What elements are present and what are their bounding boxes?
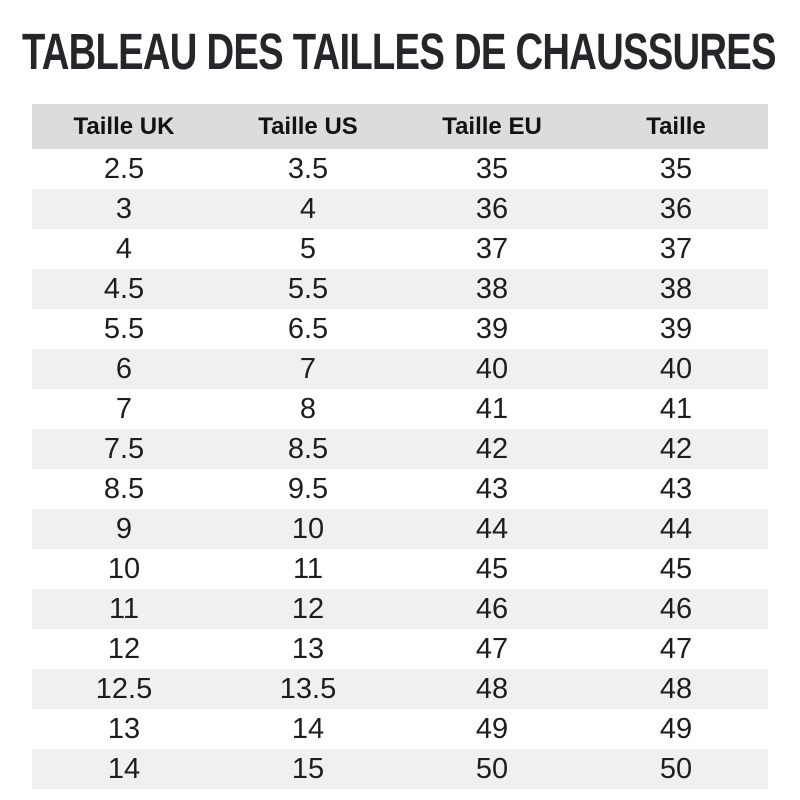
table-cell: 5.5 [216,269,400,309]
table-cell: 42 [400,429,584,469]
table-row: 11 12 46 46 [32,589,768,629]
table-row: 12 13 47 47 [32,629,768,669]
table-cell: 41 [584,389,768,429]
table-cell: 3 [32,189,216,229]
table-cell: 4 [216,189,400,229]
table-cell: 2.5 [32,149,216,189]
header-cell-taille-uk: Taille UK [32,104,216,149]
table-cell: 35 [584,149,768,189]
header-cell-taille: Taille [584,104,768,149]
table-row: 14 15 50 50 [32,749,768,789]
table-cell: 45 [584,549,768,589]
table-cell: 39 [584,309,768,349]
table-cell: 9.5 [216,469,400,509]
table-cell: 37 [400,229,584,269]
table-row: 3 4 36 36 [32,189,768,229]
table-cell: 10 [216,509,400,549]
table-cell: 47 [400,629,584,669]
header-row: Taille UK Taille US Taille EU Taille [32,104,768,149]
table-cell: 44 [584,509,768,549]
table-cell: 45 [400,549,584,589]
table-cell: 43 [584,469,768,509]
table-cell: 49 [584,709,768,749]
table-cell: 50 [400,749,584,789]
table-cell: 48 [584,669,768,709]
table-cell: 40 [400,349,584,389]
table-cell: 50 [584,749,768,789]
table-cell: 48 [400,669,584,709]
table-cell: 3.5 [216,149,400,189]
table-cell: 12 [216,589,400,629]
table-cell: 8.5 [216,429,400,469]
table-row: 7.5 8.5 42 42 [32,429,768,469]
table-cell: 12.5 [32,669,216,709]
table-row: 10 11 45 45 [32,549,768,589]
table-row: 4.5 5.5 38 38 [32,269,768,309]
table-row: 7 8 41 41 [32,389,768,429]
table-cell: 14 [216,709,400,749]
table-cell: 40 [584,349,768,389]
table-header: Taille UK Taille US Taille EU Taille [32,104,768,149]
table-cell: 46 [400,589,584,629]
table-cell: 12 [32,629,216,669]
table-cell: 13 [32,709,216,749]
table-cell: 36 [400,189,584,229]
table-row: 12.5 13.5 48 48 [32,669,768,709]
table-cell: 37 [584,229,768,269]
table-cell: 38 [400,269,584,309]
size-chart-table: Taille UK Taille US Taille EU Taille 2.5… [32,104,768,789]
table-cell: 44 [400,509,584,549]
table-cell: 35 [400,149,584,189]
table-cell: 9 [32,509,216,549]
table-cell: 6 [32,349,216,389]
table-cell: 4.5 [32,269,216,309]
table-cell: 8.5 [32,469,216,509]
table-cell: 43 [400,469,584,509]
table-cell: 7.5 [32,429,216,469]
table-row: 6 7 40 40 [32,349,768,389]
header-cell-taille-eu: Taille EU [400,104,584,149]
table-cell: 13.5 [216,669,400,709]
table-cell: 8 [216,389,400,429]
table-cell: 6.5 [216,309,400,349]
table-cell: 15 [216,749,400,789]
table-cell: 7 [32,389,216,429]
table-cell: 46 [584,589,768,629]
table-cell: 4 [32,229,216,269]
table-cell: 39 [400,309,584,349]
table-row: 4 5 37 37 [32,229,768,269]
table-cell: 47 [584,629,768,669]
table-cell: 36 [584,189,768,229]
table-cell: 41 [400,389,584,429]
table-row: 8.5 9.5 43 43 [32,469,768,509]
table-cell: 14 [32,749,216,789]
table-cell: 13 [216,629,400,669]
table-cell: 7 [216,349,400,389]
table-body: 2.5 3.5 35 35 3 4 36 36 4 5 37 37 4.5 5.5 38 38 5.5 6.5 39… [32,149,768,789]
header-cell-taille-us: Taille US [216,104,400,149]
table-cell: 5 [216,229,400,269]
table-cell: 11 [32,589,216,629]
table-row: 5.5 6.5 39 39 [32,309,768,349]
table-row: 9 10 44 44 [32,509,768,549]
table-cell: 11 [216,549,400,589]
table-cell: 5.5 [32,309,216,349]
table-cell: 10 [32,549,216,589]
table-cell: 38 [584,269,768,309]
page-title: TABLEAU DES TAILLES DE CHAUSSURES [22,23,777,80]
table-row: 13 14 49 49 [32,709,768,749]
table-cell: 49 [400,709,584,749]
table-row: 2.5 3.5 35 35 [32,149,768,189]
table-cell: 42 [584,429,768,469]
